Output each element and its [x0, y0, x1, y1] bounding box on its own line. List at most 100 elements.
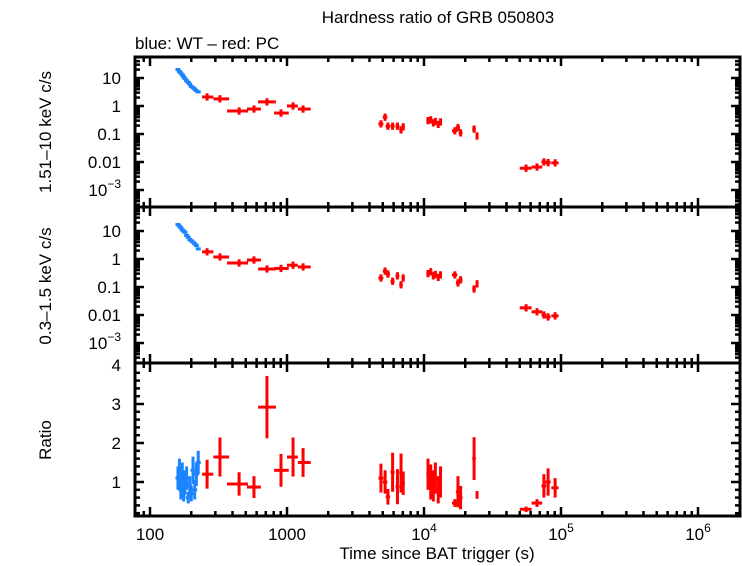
- data-point-PC-soft: [258, 265, 276, 273]
- data-point-PC-ratio: [531, 499, 543, 507]
- y-tick-label: 0.01: [88, 153, 121, 172]
- data-point-PC-soft: [378, 274, 384, 282]
- data-point-PC-soft: [541, 311, 547, 319]
- series-PC-ratio: [202, 375, 559, 513]
- data-point-PC-hard: [382, 113, 388, 121]
- data-marks: [175, 68, 559, 513]
- data-point-PC-ratio: [451, 499, 458, 507]
- data-point-PC-ratio: [385, 489, 391, 505]
- data-point-WT-soft: [182, 230, 188, 234]
- data-point-PC-hard: [390, 122, 395, 130]
- data-point-PC-ratio: [202, 459, 214, 489]
- series-PC-soft: [202, 248, 559, 321]
- data-point-PC-soft: [451, 271, 458, 279]
- data-point-PC-soft: [475, 280, 479, 288]
- data-point-PC-ratio: [433, 462, 437, 494]
- data-point-PC-ratio: [395, 469, 400, 505]
- data-point-PC-ratio: [472, 437, 476, 481]
- data-point-PC-soft: [545, 313, 551, 321]
- y-tick-label: 1: [112, 97, 121, 116]
- data-point-PC-hard: [455, 123, 460, 132]
- data-point-WT-ratio: [195, 450, 201, 475]
- data-point-PC-ratio: [519, 506, 532, 513]
- data-point-PC-ratio: [227, 472, 249, 496]
- data-point-PC-hard: [395, 122, 400, 130]
- data-point-PC-hard: [531, 163, 543, 171]
- data-point-PC-soft: [426, 269, 430, 278]
- data-point-PC-hard: [545, 158, 551, 167]
- series-WT-hard: [175, 68, 201, 94]
- data-point-PC-soft: [385, 270, 391, 278]
- data-point-PC-ratio: [458, 485, 463, 510]
- data-point-PC-ratio: [439, 466, 443, 498]
- y-tick-label: 0.01: [88, 306, 121, 325]
- data-point-PC-hard: [458, 129, 463, 137]
- data-point-PC-ratio: [274, 453, 289, 487]
- data-point-PC-hard: [472, 125, 476, 133]
- data-point-WT-ratio: [190, 456, 196, 484]
- y-tick-label: 0.1: [97, 278, 121, 297]
- data-point-PC-hard: [433, 117, 437, 126]
- data-point-PC-ratio: [390, 452, 395, 492]
- x-tick-label: 106: [685, 521, 711, 544]
- data-point-PC-hard: [246, 105, 261, 113]
- data-point-PC-hard: [385, 122, 391, 130]
- data-point-PC-soft: [458, 276, 463, 284]
- data-point-PC-soft: [246, 256, 261, 264]
- plot-frame: [133, 55, 742, 518]
- y-axis-label-hard: 1.51–10 keV c/s: [36, 71, 55, 193]
- data-point-PC-ratio: [213, 437, 230, 477]
- data-point-WT-soft: [195, 247, 201, 251]
- data-point-PC-hard: [475, 132, 479, 140]
- data-point-PC-soft: [401, 274, 405, 282]
- data-point-PC-soft: [519, 304, 532, 312]
- data-point-PC-hard: [401, 123, 405, 131]
- data-point-PC-hard: [439, 118, 443, 126]
- data-point-WT-ratio: [192, 480, 198, 500]
- data-point-PC-ratio: [401, 471, 405, 495]
- data-point-PC-hard: [551, 159, 559, 167]
- data-point-PC-ratio: [297, 448, 311, 477]
- series-PC-hard: [202, 93, 559, 172]
- y-tick-label: 4: [112, 356, 121, 375]
- data-point-PC-soft: [551, 312, 559, 320]
- data-point-PC-ratio: [382, 470, 388, 494]
- data-point-PC-hard: [258, 98, 276, 106]
- data-point-PC-ratio: [541, 474, 547, 498]
- data-point-PC-soft: [274, 264, 289, 273]
- data-point-PC-hard: [541, 158, 547, 166]
- y-tick-label: 0.1: [97, 125, 121, 144]
- y-tick-label: 10−3: [88, 330, 121, 353]
- data-point-PC-ratio: [287, 437, 298, 477]
- data-point-PC-ratio: [429, 464, 433, 500]
- axes: 100 1000 104 105 106 10 1 0.1 0.01 10−3 10 1 0.1 0.01…: [88, 55, 742, 544]
- x-tick-label: 1000: [268, 525, 306, 544]
- data-point-PC-soft: [531, 308, 543, 316]
- data-point-PC-soft: [390, 277, 395, 285]
- data-point-PC-hard: [202, 93, 214, 101]
- data-point-PC-soft: [213, 253, 230, 261]
- data-point-PC-ratio: [246, 476, 261, 498]
- y-tick-label: 10: [102, 69, 121, 88]
- chart-title: Hardness ratio of GRB 050803: [322, 8, 554, 27]
- data-point-PC-ratio: [545, 468, 551, 496]
- data-point-PC-ratio: [258, 375, 276, 439]
- data-point-PC-soft: [439, 271, 443, 279]
- data-point-PC-hard: [227, 107, 249, 115]
- y-tick-label: 2: [112, 434, 121, 453]
- y-tick-label: 10: [102, 222, 121, 241]
- data-point-PC-soft: [395, 272, 400, 280]
- x-axis-label: Time since BAT trigger (s): [339, 544, 534, 563]
- data-point-PC-hard: [213, 95, 230, 103]
- data-point-PC-hard: [274, 109, 289, 117]
- data-point-PC-soft: [429, 268, 433, 276]
- data-point-PC-hard: [426, 116, 430, 125]
- x-tick-label: 100: [136, 525, 164, 544]
- data-point-PC-soft: [297, 263, 311, 271]
- data-point-PC-soft: [433, 270, 437, 279]
- y-axis-label-ratio: Ratio: [36, 420, 55, 460]
- data-point-PC-soft: [399, 281, 403, 289]
- data-point-WT-hard: [195, 90, 201, 94]
- y-axis-label-soft: 0.3–1.5 keV c/s: [36, 227, 55, 344]
